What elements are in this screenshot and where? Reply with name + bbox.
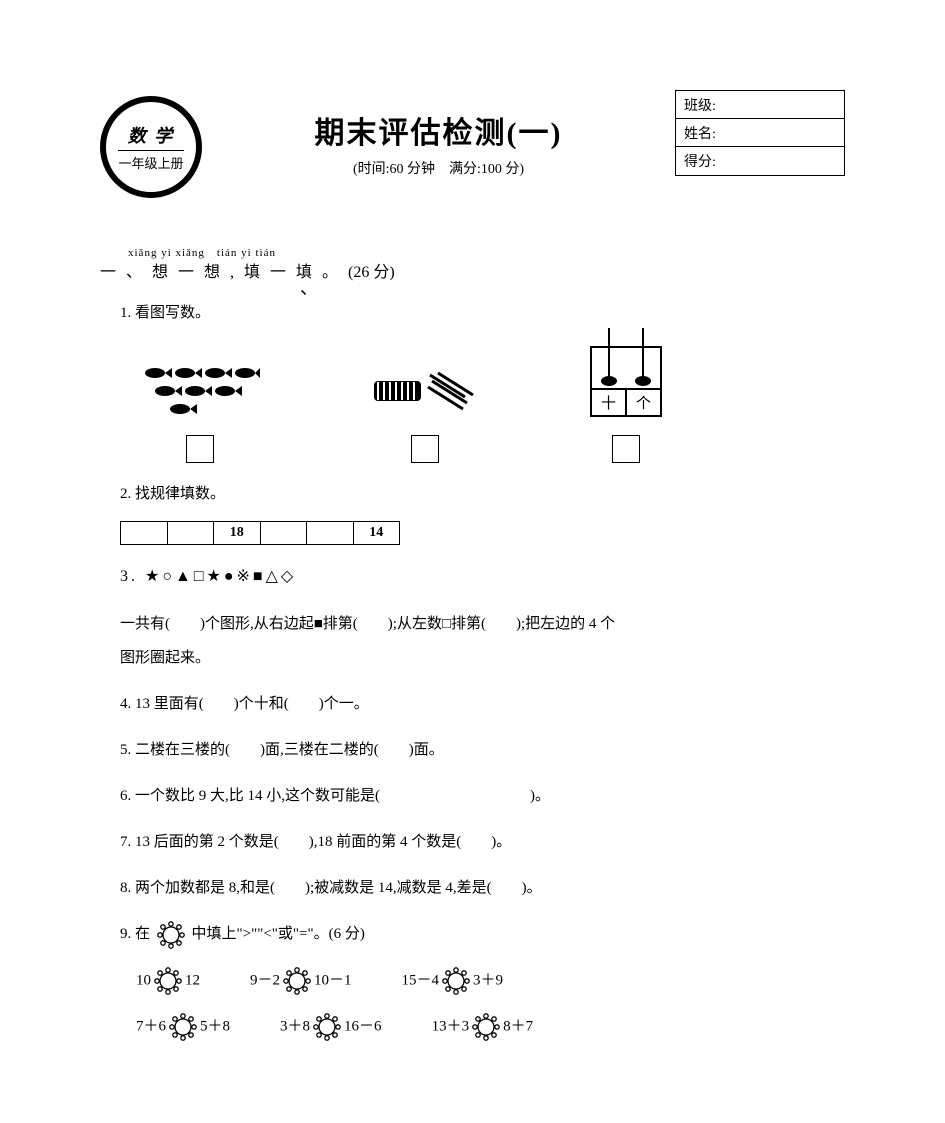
badge-grade: 一年级上册 [118, 150, 183, 172]
q9-pre: 9. 在 [120, 926, 150, 942]
flower-icon[interactable] [312, 1012, 342, 1042]
subject-badge: 数 学 一年级上册 [100, 96, 202, 198]
flower-icon [156, 920, 186, 950]
q9-item-2-3: 13＋38＋7 [432, 1012, 534, 1042]
flower-icon[interactable] [168, 1012, 198, 1042]
q2-pattern-row: 18 14 [120, 521, 400, 545]
exam-title: 期末评估检测(一) [202, 108, 675, 152]
q1-answer-box-1[interactable] [186, 435, 214, 463]
class-field[interactable]: 班级: [676, 91, 844, 119]
q2-cell-6: 14 [354, 522, 400, 544]
q1-fish-group [140, 363, 260, 463]
section-1-points: (26 分) [348, 264, 395, 281]
question-3-text1: 一共有( )个图形,从右边起■排第( );从左数□排第( );把左边的 4 个 [120, 609, 845, 639]
exam-subtitle: (时间:60 分钟 满分:100 分) [202, 158, 675, 178]
q9-post: 中填上">""<"或"="。(6 分) [192, 926, 365, 942]
section-1-heading: xiǎng yi xiǎng tián yi tián 一、想一想,填一填。(2… [100, 258, 845, 282]
q9-item-1-2: 9－210－1 [250, 966, 352, 996]
question-1-images: 十 个 [140, 346, 845, 463]
section-1-pinyin: xiǎng yi xiǎng tián yi tián [128, 244, 276, 260]
q9-item-1-3: 15－43＋9 [402, 966, 504, 996]
q9-row-1: 1012 9－210－1 15－43＋9 [136, 966, 845, 996]
question-3-text2: 图形圈起来。 [120, 643, 845, 673]
abacus-tens-label: 十 [592, 390, 627, 415]
q2-cell-4[interactable] [261, 522, 308, 544]
student-info-box: 班级: 姓名: 得分: [675, 90, 845, 176]
score-field[interactable]: 得分: [676, 147, 844, 175]
q2-cell-5[interactable] [307, 522, 354, 544]
q2-cell-2[interactable] [168, 522, 215, 544]
badge-subject: 数 学 [128, 122, 175, 148]
title-block: 期末评估检测(一) (时间:60 分钟 满分:100 分) [202, 108, 675, 178]
abacus-icon: 十 个 [590, 346, 662, 417]
q1-answer-box-3[interactable] [612, 435, 640, 463]
question-9-label: 9. 在 中填上">""<"或"="。(6 分) [120, 919, 845, 950]
q9-item-2-2: 3＋816－6 [280, 1012, 382, 1042]
q1-abacus-group: 十 个 [590, 346, 662, 463]
flower-icon[interactable] [153, 966, 183, 996]
question-3-shapes: 3. ★○▲□★●※■△◇ [120, 561, 845, 593]
sticks-icon [370, 367, 480, 417]
flower-icon[interactable] [471, 1012, 501, 1042]
q2-cell-1[interactable] [121, 522, 168, 544]
question-1: 1. 看图写数。 [120, 298, 845, 328]
q9-item-2-1: 7＋65＋8 [136, 1012, 230, 1042]
q1-sticks-group [370, 367, 480, 463]
header: 数 学 一年级上册 期末评估检测(一) (时间:60 分钟 满分:100 分) … [100, 90, 845, 198]
question-6: 6. 一个数比 9 大,比 14 小,这个数可能是( )。 [120, 781, 845, 811]
q1-answer-box-2[interactable] [411, 435, 439, 463]
name-field[interactable]: 姓名: [676, 119, 844, 147]
fish-icon [140, 363, 260, 417]
stray-mark-icon: 、 [300, 274, 318, 300]
flower-icon[interactable] [441, 966, 471, 996]
q2-cell-3: 18 [214, 522, 261, 544]
q9-row-2: 7＋65＋8 3＋816－6 13＋38＋7 [136, 1012, 845, 1042]
question-4: 4. 13 里面有( )个十和( )个一。 [120, 689, 845, 719]
question-7: 7. 13 后面的第 2 个数是( ),18 前面的第 4 个数是( )。 [120, 827, 845, 857]
abacus-ones-label: 个 [627, 390, 660, 415]
q9-item-1-1: 1012 [136, 966, 200, 996]
question-8: 8. 两个加数都是 8,和是( );被减数是 14,减数是 4,差是( )。 [120, 873, 845, 903]
question-2: 2. 找规律填数。 [120, 479, 845, 509]
flower-icon[interactable] [282, 966, 312, 996]
question-5: 5. 二楼在三楼的( )面,三楼在二楼的( )面。 [120, 735, 845, 765]
